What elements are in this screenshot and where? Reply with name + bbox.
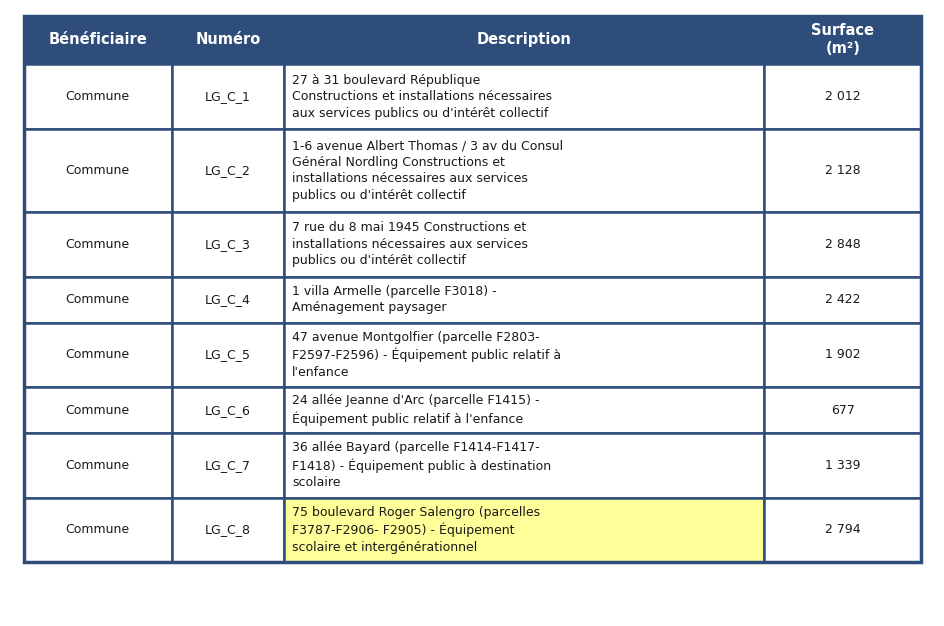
Text: Bénéficiaire: Bénéficiaire <box>48 33 147 48</box>
Bar <box>24 433 172 498</box>
Bar <box>764 498 920 562</box>
Bar <box>24 322 172 387</box>
Text: Commune: Commune <box>65 90 129 103</box>
Bar <box>283 64 764 129</box>
Text: Commune: Commune <box>65 238 129 251</box>
Bar <box>24 498 172 562</box>
Bar <box>24 129 172 212</box>
Text: Commune: Commune <box>65 523 129 536</box>
Text: 2 794: 2 794 <box>824 523 860 536</box>
Text: LG_C_2: LG_C_2 <box>205 164 250 177</box>
Text: 677: 677 <box>830 404 854 416</box>
Bar <box>24 277 172 322</box>
Bar <box>172 322 283 387</box>
Text: 47 avenue Montgolfier (parcelle F2803-
F2597-F2596) - Équipement public relatif : 47 avenue Montgolfier (parcelle F2803- F… <box>292 331 561 379</box>
Text: Description: Description <box>476 33 571 48</box>
Text: Surface
(m²): Surface (m²) <box>811 23 873 56</box>
Bar <box>24 16 920 562</box>
Text: 75 boulevard Roger Salengro (parcelles
F3787-F2906- F2905) - Équipement
scolaire: 75 boulevard Roger Salengro (parcelles F… <box>292 506 540 554</box>
Bar <box>764 277 920 322</box>
Bar <box>24 212 172 277</box>
Bar <box>24 16 172 64</box>
Bar <box>283 498 764 562</box>
Text: 2 422: 2 422 <box>824 293 860 306</box>
Text: 2 848: 2 848 <box>824 238 860 251</box>
Text: Commune: Commune <box>65 349 129 361</box>
Text: 2 128: 2 128 <box>824 164 860 177</box>
Bar <box>24 64 172 129</box>
Bar <box>764 387 920 433</box>
Bar <box>764 212 920 277</box>
Bar <box>764 16 920 64</box>
Text: Commune: Commune <box>65 404 129 416</box>
Bar <box>172 277 283 322</box>
Text: 36 allée Bayard (parcelle F1414-F1417-
F1418) - Équipement public à destination
: 36 allée Bayard (parcelle F1414-F1417- F… <box>292 441 550 490</box>
Bar <box>172 64 283 129</box>
Bar <box>283 277 764 322</box>
Text: 2 012: 2 012 <box>824 90 860 103</box>
Text: LG_C_3: LG_C_3 <box>205 238 250 251</box>
Bar <box>172 16 283 64</box>
Text: Commune: Commune <box>65 164 129 177</box>
Bar <box>283 16 764 64</box>
Bar <box>172 387 283 433</box>
Bar <box>764 129 920 212</box>
Text: 1 902: 1 902 <box>824 349 860 361</box>
Bar <box>24 387 172 433</box>
Text: 24 allée Jeanne d'Arc (parcelle F1415) -
Équipement public relatif à l'enfance: 24 allée Jeanne d'Arc (parcelle F1415) -… <box>292 394 539 426</box>
Text: LG_C_4: LG_C_4 <box>205 293 250 306</box>
Text: 7 rue du 8 mai 1945 Constructions et
installations nécessaires aux services
publ: 7 rue du 8 mai 1945 Constructions et ins… <box>292 222 528 267</box>
Text: LG_C_8: LG_C_8 <box>205 523 250 536</box>
Bar <box>172 498 283 562</box>
Bar <box>172 433 283 498</box>
Bar <box>283 129 764 212</box>
Text: Commune: Commune <box>65 459 129 472</box>
Text: Numéro: Numéro <box>195 33 261 48</box>
Bar <box>283 433 764 498</box>
Text: 1 339: 1 339 <box>824 459 860 472</box>
Bar <box>764 433 920 498</box>
Bar <box>283 212 764 277</box>
Bar <box>283 322 764 387</box>
Bar <box>764 64 920 129</box>
Bar <box>172 212 283 277</box>
Text: 1-6 avenue Albert Thomas / 3 av du Consul
Général Nordling Constructions et
inst: 1-6 avenue Albert Thomas / 3 av du Consu… <box>292 139 563 202</box>
Bar <box>283 387 764 433</box>
Text: LG_C_6: LG_C_6 <box>205 404 250 416</box>
Bar <box>764 322 920 387</box>
Text: 27 à 31 boulevard République
Constructions et installations nécessaires
aux serv: 27 à 31 boulevard République Constructio… <box>292 73 551 120</box>
Text: LG_C_7: LG_C_7 <box>205 459 250 472</box>
Text: 1 villa Armelle (parcelle F3018) -
Aménagement paysager: 1 villa Armelle (parcelle F3018) - Aména… <box>292 285 497 314</box>
Text: LG_C_1: LG_C_1 <box>205 90 250 103</box>
Text: LG_C_5: LG_C_5 <box>205 349 250 361</box>
Text: Commune: Commune <box>65 293 129 306</box>
Bar <box>172 129 283 212</box>
